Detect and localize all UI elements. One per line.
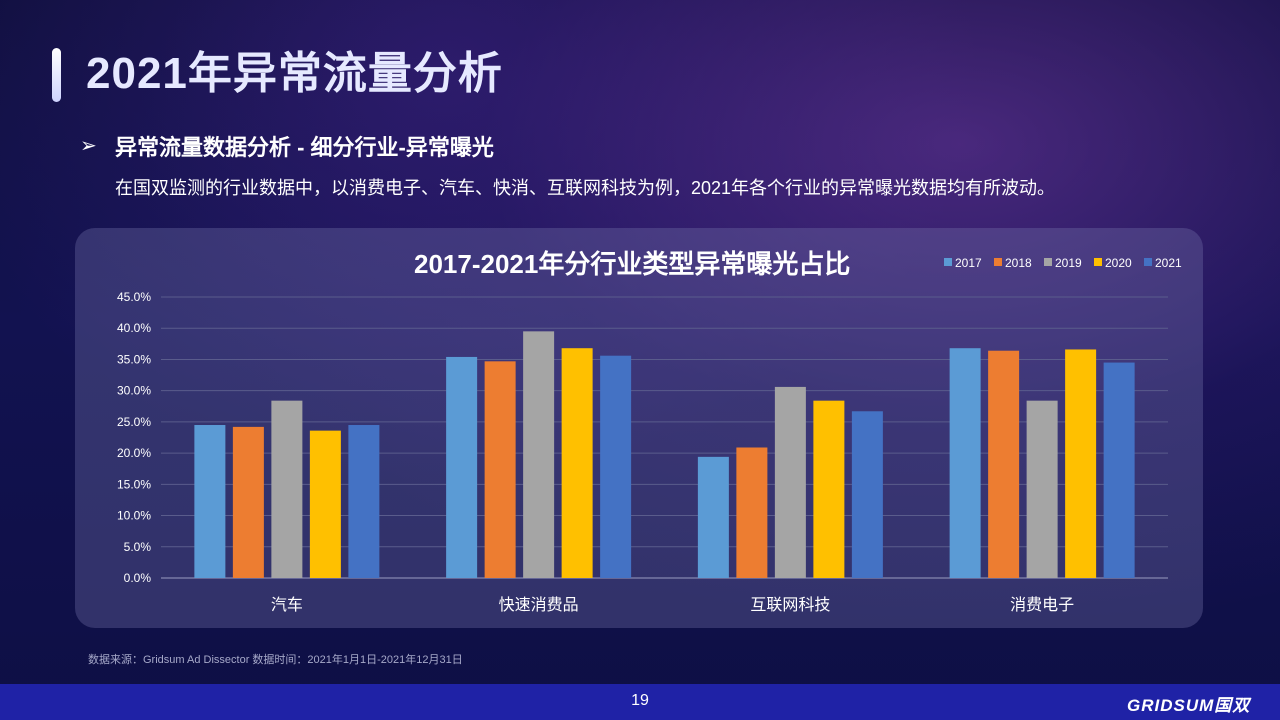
section-description: 在国双监测的行业数据中，以消费电子、汽车、快消、互联网科技为例，2021年各个行…	[115, 178, 1056, 198]
legend-label: 2020	[1105, 256, 1132, 270]
bar-2017	[949, 348, 981, 578]
legend-swatch-2021	[1144, 258, 1152, 266]
gridsum-logo: GRIDSUM国双	[1127, 696, 1251, 715]
y-tick-label: 40.0%	[117, 321, 151, 335]
bar-2020	[309, 430, 341, 578]
legend-swatch-2020	[1094, 258, 1102, 266]
bar-2021	[600, 355, 632, 578]
chart-title: 2017-2021年分行业类型异常曝光占比	[414, 249, 851, 279]
bar-2020	[1065, 349, 1097, 578]
y-tick-label: 25.0%	[117, 415, 151, 429]
legend-label: 2019	[1055, 256, 1082, 270]
y-tick-label: 30.0%	[117, 384, 151, 398]
y-tick-label: 35.0%	[117, 352, 151, 366]
x-category-label: 消费电子	[1010, 596, 1074, 614]
bar-2021	[348, 425, 380, 578]
x-category-label: 快速消费品	[499, 596, 579, 614]
y-tick-label: 15.0%	[117, 477, 151, 491]
bar-2020	[813, 400, 845, 578]
legend-label: 2018	[1005, 256, 1032, 270]
page-title: 2021年异常流量分析	[86, 49, 503, 98]
bar-2018	[736, 447, 768, 578]
y-tick-label: 20.0%	[117, 446, 151, 460]
x-category-label: 互联网科技	[750, 596, 830, 614]
bar-2019	[774, 386, 806, 578]
title-accent-bar	[52, 48, 61, 102]
legend-swatch-2018	[994, 258, 1002, 266]
bar-2021	[1103, 362, 1135, 578]
bar-2020	[561, 348, 593, 578]
bar-2018	[484, 361, 516, 578]
legend-label: 2017	[955, 256, 982, 270]
y-tick-label: 0.0%	[124, 571, 152, 585]
footer-bar	[0, 684, 1280, 720]
section-subtitle: 异常流量数据分析 - 细分行业-异常曝光	[115, 135, 494, 160]
legend-swatch-2017	[944, 258, 952, 266]
bar-2017	[446, 356, 478, 578]
y-tick-label: 5.0%	[124, 540, 152, 554]
x-category-label: 汽车	[271, 596, 303, 614]
legend-swatch-2019	[1044, 258, 1052, 266]
data-source-note: 数据来源：Gridsum Ad Dissector 数据时间：2021年1月1日…	[88, 654, 463, 666]
bar-2018	[988, 350, 1020, 578]
bar-2018	[232, 426, 264, 578]
bar-2019	[523, 331, 555, 578]
y-tick-label: 10.0%	[117, 509, 151, 523]
bar-2017	[194, 425, 226, 578]
arrow-bullet-icon: ➢	[80, 135, 97, 157]
bar-2021	[851, 411, 883, 578]
legend-label: 2021	[1155, 256, 1182, 270]
y-tick-label: 45.0%	[117, 290, 151, 304]
bar-2019	[1026, 400, 1058, 578]
page-number: 19	[631, 692, 649, 709]
bar-2019	[271, 400, 303, 578]
bar-2017	[697, 456, 729, 578]
